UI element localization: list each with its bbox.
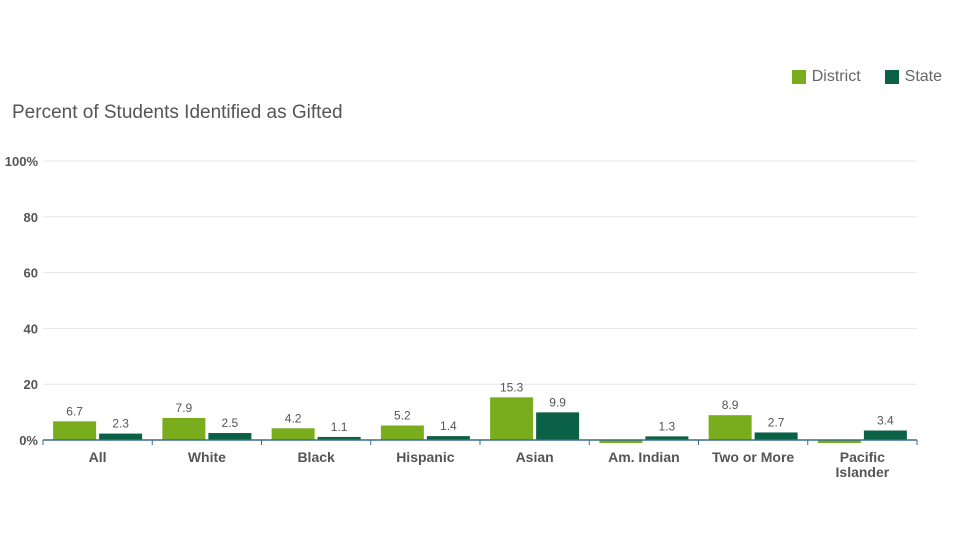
legend-label-district: District	[811, 68, 861, 85]
data-label: 5.2	[394, 408, 411, 422]
bar-state[interactable]	[536, 412, 580, 440]
bar-district[interactable]	[53, 421, 97, 440]
x-tick-label: Asian	[516, 449, 554, 465]
data-label: 3.4	[877, 414, 894, 428]
bar-district[interactable]	[162, 417, 206, 440]
bar-state[interactable]	[645, 436, 689, 440]
x-tick-label: Hispanic	[396, 449, 455, 465]
x-tick-label: Am. Indian	[608, 449, 680, 465]
bar-state[interactable]	[754, 432, 798, 440]
x-tick-label: Black	[297, 449, 335, 465]
legend-label-state: State	[904, 68, 942, 85]
legend: District State	[791, 68, 942, 86]
x-tick-label: Islander	[836, 464, 890, 480]
bar-district[interactable]	[490, 397, 534, 440]
y-tick-label: 40	[24, 321, 38, 336]
x-tick-label: All	[89, 449, 107, 465]
data-label: 1.1	[331, 420, 348, 434]
chart-title: Percent of Students Identified as Gifted	[12, 102, 343, 123]
y-tick-label: 20	[24, 377, 38, 392]
data-label: 1.4	[440, 419, 457, 433]
data-label: 2.7	[768, 415, 785, 429]
bar-state[interactable]	[863, 430, 907, 440]
data-label: 7.9	[176, 401, 193, 415]
bar-district[interactable]	[271, 428, 315, 440]
y-tick-label: 60	[24, 266, 38, 281]
bar-state[interactable]	[317, 436, 361, 440]
bar-district[interactable]	[380, 425, 424, 440]
y-tick-label: 100%	[5, 154, 39, 169]
data-label: 2.3	[112, 417, 129, 431]
data-label: 8.9	[722, 398, 739, 412]
x-tick-label: Pacific	[840, 449, 885, 465]
bar-district-nodata[interactable]	[817, 440, 861, 443]
bar-state[interactable]	[99, 433, 143, 440]
y-tick-label: 0%	[19, 433, 38, 448]
x-tick-label: White	[188, 449, 226, 465]
data-label: 2.5	[222, 416, 239, 430]
data-label: 6.7	[66, 404, 83, 418]
bar-district[interactable]	[708, 415, 752, 440]
y-tick-label: 80	[24, 210, 38, 225]
data-label: 9.9	[549, 395, 566, 409]
legend-item-state[interactable]: State	[884, 68, 942, 86]
bar-district-nodata[interactable]	[599, 440, 643, 443]
bar-state[interactable]	[426, 436, 470, 440]
legend-swatch-state	[884, 70, 899, 84]
data-label: 15.3	[500, 380, 524, 394]
legend-item-district[interactable]: District	[791, 68, 861, 86]
data-label: 1.3	[659, 419, 676, 433]
data-label: 4.2	[285, 411, 302, 425]
x-tick-label: Two or More	[712, 449, 794, 465]
bar-state[interactable]	[208, 433, 252, 440]
legend-swatch-district	[791, 70, 806, 84]
